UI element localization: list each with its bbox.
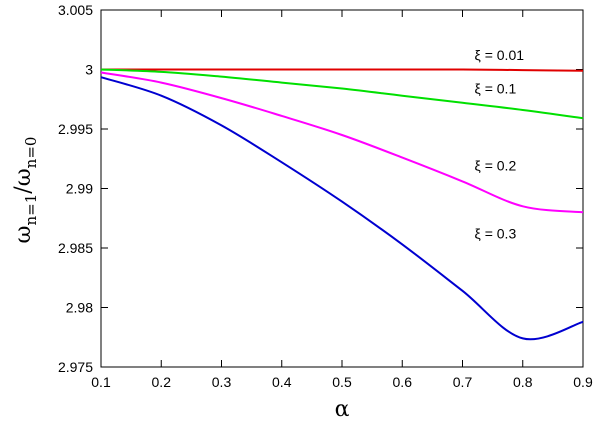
series-labels: ξ = 0.01 ξ = 0.1 ξ = 0.2 ξ = 0.3 xyxy=(475,47,525,241)
y-axis-title-sub2: n=0 xyxy=(22,137,40,169)
y-axis-title: ωn=1/ωn=0 xyxy=(11,137,40,244)
series-line-2 xyxy=(100,71,584,214)
x-tick-label: 0.8 xyxy=(513,374,533,390)
series-line-1 xyxy=(100,68,584,120)
y-tick-label: 2.995 xyxy=(58,121,93,137)
x-tick-label: 0.1 xyxy=(91,374,111,390)
series-line-3 xyxy=(100,76,584,341)
x-tick-label: 0.4 xyxy=(272,374,292,390)
x-tick-label: 0.9 xyxy=(573,374,593,390)
x-axis-title: α xyxy=(335,397,350,421)
ticks: 0.1 0.2 0.3 0.4 0.5 0.6 0.7 0.8 0.9 2.975 2.98 2.98… xyxy=(58,2,593,390)
y-tick-label: 2.98 xyxy=(66,300,93,316)
y-axis-title-sub1: n=1 xyxy=(22,194,40,226)
y-tick-label: 2.99 xyxy=(66,181,93,197)
x-tick-label: 0.3 xyxy=(212,374,232,390)
series-label-0: ξ = 0.01 xyxy=(475,47,525,63)
plot-frame xyxy=(100,9,584,368)
x-tick-label: 0.2 xyxy=(152,374,172,390)
y-tick-label: 3 xyxy=(85,62,93,78)
x-tick-label: 0.7 xyxy=(453,374,473,390)
y-axis-title-main: ω xyxy=(11,225,36,243)
y-tick-label: 2.985 xyxy=(58,240,93,256)
y-axis-title-sep: /ω xyxy=(11,168,36,193)
series-line-0 xyxy=(101,68,584,72)
series-label-1: ξ = 0.1 xyxy=(475,80,517,96)
x-tick-label: 0.5 xyxy=(332,374,352,390)
y-tick-label: 3.005 xyxy=(58,2,93,18)
series-label-3: ξ = 0.3 xyxy=(475,225,517,241)
series-label-2: ξ = 0.2 xyxy=(475,158,517,174)
series xyxy=(100,68,584,341)
y-tick-label: 2.975 xyxy=(58,359,93,375)
x-tick-label: 0.6 xyxy=(393,374,413,390)
